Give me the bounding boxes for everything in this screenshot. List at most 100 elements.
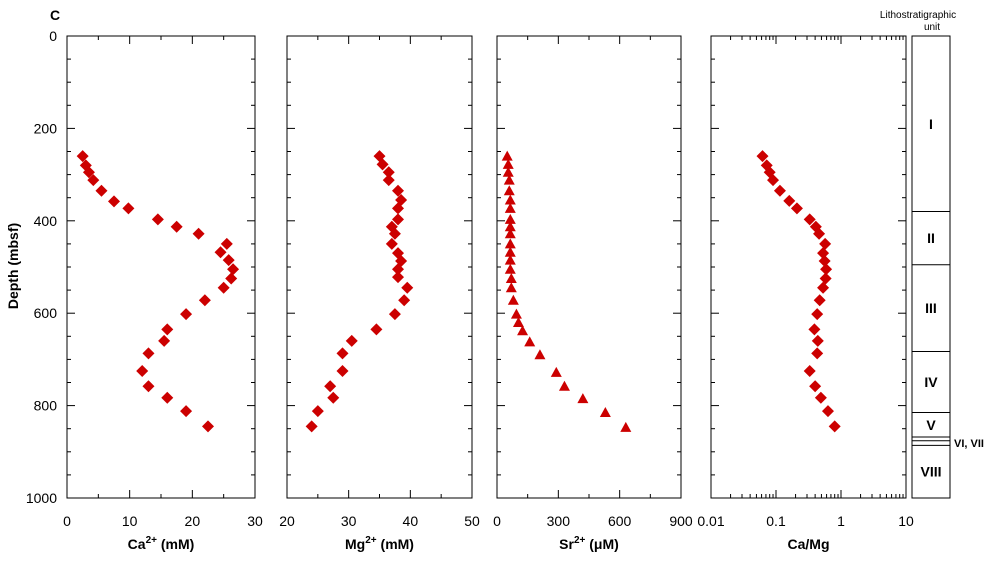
data-point [220,237,233,250]
data-point [504,263,516,274]
data-point [161,391,174,404]
data-point [512,316,524,327]
data-point [180,308,193,321]
data-point [392,202,404,215]
data-point [809,380,822,393]
data-point [151,213,164,226]
data-point [503,174,515,185]
data-point [95,184,108,197]
data-point [180,405,193,418]
data-point [517,325,529,336]
x-axis-label-unit: (mM) [157,536,194,552]
data-point [311,405,324,418]
data-point [388,308,401,321]
data-point [336,364,349,377]
x-tick-label: 50 [464,513,480,529]
data-point [817,281,830,294]
data-point [620,421,632,432]
panel-4: 0.01 0.1 1 10 Ca/Mg [697,35,914,552]
y-tick-label: 400 [34,213,58,229]
panel-letter: C [50,7,60,23]
data-point [87,174,100,187]
x-tick-label: 10 [122,513,138,529]
data-point [227,263,240,276]
x-tick-label: 0.01 [697,513,724,529]
data-point [808,323,821,336]
data-point [198,294,211,307]
x-axis-label-sup: 2+ [574,535,586,546]
data-point [225,272,238,285]
x-axis-label-main: Ca/Mg [788,536,830,552]
data-point [222,254,235,267]
x-axis-label: Mg2+ (mM) [345,535,414,552]
data-point [324,380,337,393]
data-point [504,228,516,239]
data-point [813,294,826,307]
data-point [398,294,411,307]
data-point [534,349,546,360]
data-point [401,281,414,294]
data-point [505,282,517,293]
y-tick-label: 200 [34,120,58,136]
x-axis-label-main: Ca [128,536,146,552]
data-point [820,263,833,276]
data-point [161,323,174,336]
y-tick-label: 600 [34,305,58,321]
y-tick-label: 1000 [26,490,57,506]
x-tick-label: 20 [185,513,201,529]
data-point [803,364,816,377]
x-axis-label-sup: 2+ [146,535,158,546]
data-point [504,202,516,213]
x-tick-label: 1 [837,513,845,529]
panel-1: 0 10 20 30 0 200 400 600 800 1000 Ca2+ (mM) [26,28,263,552]
data-point [76,150,89,163]
data-point [336,347,349,360]
x-tick-label: 0 [493,513,501,529]
data-point [510,308,522,319]
y-tick-label: 0 [49,28,57,44]
data-point [382,166,395,179]
x-axis-label-sup: 2+ [365,535,377,546]
data-point [818,254,831,267]
unit-label: VIII [920,464,941,480]
data-point [819,272,832,285]
x-axis-label-main: Sr [559,536,574,552]
x-tick-label: 0.1 [766,513,786,529]
x-tick-label: 900 [669,513,693,529]
x-axis-label: Ca2+ (mM) [128,535,195,552]
data-point [558,380,570,391]
unit-label: VI, VII [954,438,984,450]
data-point [392,271,404,284]
x-tick-label: 30 [247,513,263,529]
data-point [507,294,519,305]
data-point [803,213,816,226]
plot-frame [66,35,256,499]
x-tick-label: 20 [279,513,295,529]
data-point [813,227,826,240]
data-point [502,166,514,177]
unit-label: I [929,116,933,132]
data-point [392,184,404,197]
x-tick-label: 600 [608,513,632,529]
data-point [502,158,514,169]
unit-label: II [927,230,935,246]
x-axis-label-unit: (μM) [585,536,618,552]
data-point [504,246,516,257]
y-axis-label: Depth (mbsf) [5,223,21,309]
lithology-frame [911,35,951,499]
data-point [501,150,513,161]
data-point [388,227,401,240]
data-point [504,221,516,232]
data-point [756,150,769,163]
data-point [783,194,796,207]
data-point [170,220,183,233]
data-point [504,254,516,265]
data-point [327,391,340,404]
x-tick-label: 10 [898,513,914,529]
data-point [345,334,358,347]
data-point [217,281,230,294]
x-axis-label: Ca/Mg [788,536,830,552]
data-point [767,174,780,187]
